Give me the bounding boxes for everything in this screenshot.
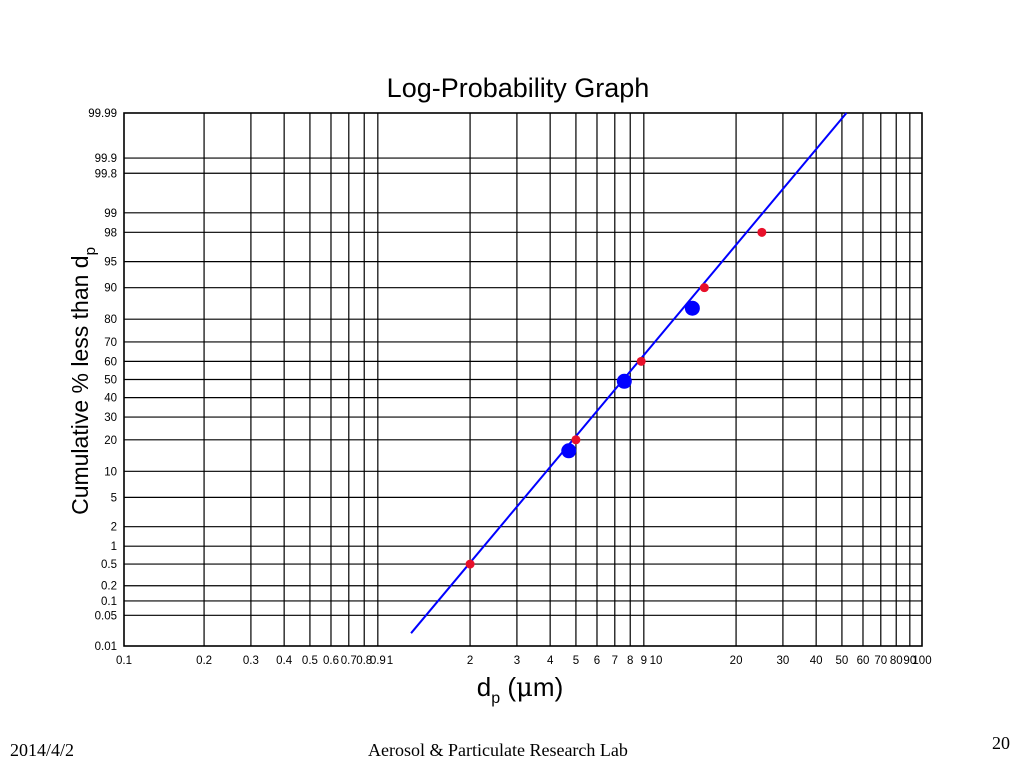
x-tick-label: 5 [573,655,579,667]
x-tick-label: 0.3 [243,655,259,667]
x-tick-label: 0.7 [341,655,357,667]
x-tick-label: 80 [890,655,903,667]
y-tick-label: 5 [111,492,117,504]
y-tick-label: 90 [104,283,117,295]
footer-lab-name: Aerosol & Particulate Research Lab [368,740,628,760]
y-tick-label: 80 [104,314,117,326]
x-tick-label: 0.6 [323,655,339,667]
y-tick-label: 70 [104,337,117,349]
small-data-point [465,559,475,569]
y-tick-label: 99.8 [95,168,117,180]
y-tick-label: 0.1 [101,596,117,608]
x-tick-label: 100 [912,655,931,667]
x-tick-label: 40 [810,655,823,667]
small-data-point [699,283,709,293]
y-tick-label: 98 [104,227,117,239]
chart-grid [124,113,922,646]
x-tick-label: 1 [387,655,393,667]
chart-title: Log-Probability Graph [387,73,650,103]
y-tick-label: 2 [111,522,117,534]
x-tick-label: 60 [857,655,870,667]
small-data-point [571,435,581,445]
x-tick-label: 0.5 [302,655,318,667]
y-tick-label: 60 [104,356,117,368]
large-data-point [616,373,632,389]
x-tick-label: 30 [777,655,790,667]
y-tick-label: 99 [104,208,117,220]
y-tick-label: 10 [104,466,117,478]
x-tick-label: 9 [641,655,647,667]
x-tick-label: 4 [547,655,554,667]
axis-tick-labels: 0.010.050.10.20.512510203040506070809095… [88,108,931,667]
x-tick-label: 0.8 [356,655,372,667]
y-axis-label: Cumulative % less than dp [67,247,99,515]
fit-line-layer [410,112,848,634]
y-tick-label: 0.05 [95,610,117,622]
fit-line [410,112,848,634]
x-tick-label: 70 [874,655,887,667]
y-tick-label: 40 [104,393,117,405]
x-tick-label: 20 [730,655,743,667]
y-tick-label: 95 [104,257,117,269]
y-tick-label: 50 [104,375,117,387]
y-tick-label: 99.99 [88,108,117,120]
x-tick-label: 7 [612,655,618,667]
plot-area-frame [123,112,923,647]
x-tick-label: 0.4 [276,655,293,667]
y-tick-label: 30 [104,412,117,424]
y-tick-label: 1 [111,541,117,553]
footer-page-number: 20 [992,733,1010,753]
small-data-point [636,356,646,366]
large-data-point [684,300,700,316]
x-tick-label: 8 [627,655,633,667]
x-tick-label: 3 [514,655,520,667]
x-axis-label: dp (μm) [477,672,564,707]
x-tick-label: 2 [467,655,473,667]
x-tick-label: 0.2 [196,655,212,667]
x-tick-label: 10 [650,655,663,667]
x-tick-label: 6 [594,655,600,667]
x-tick-label: 90 [903,655,916,667]
small-data-point [757,227,767,237]
x-tick-label: 50 [836,655,849,667]
y-tick-label: 0.01 [95,641,117,653]
y-tick-label: 0.2 [101,581,117,593]
x-tick-label: 0.1 [116,655,132,667]
data-points-layer [465,227,767,569]
footer-date: 2014/4/2 [10,740,75,760]
x-tick-label: 0.9 [370,655,386,667]
y-tick-label: 0.5 [101,559,117,571]
y-tick-label: 20 [104,435,117,447]
large-data-point [561,443,577,459]
y-tick-label: 99.9 [95,153,117,165]
